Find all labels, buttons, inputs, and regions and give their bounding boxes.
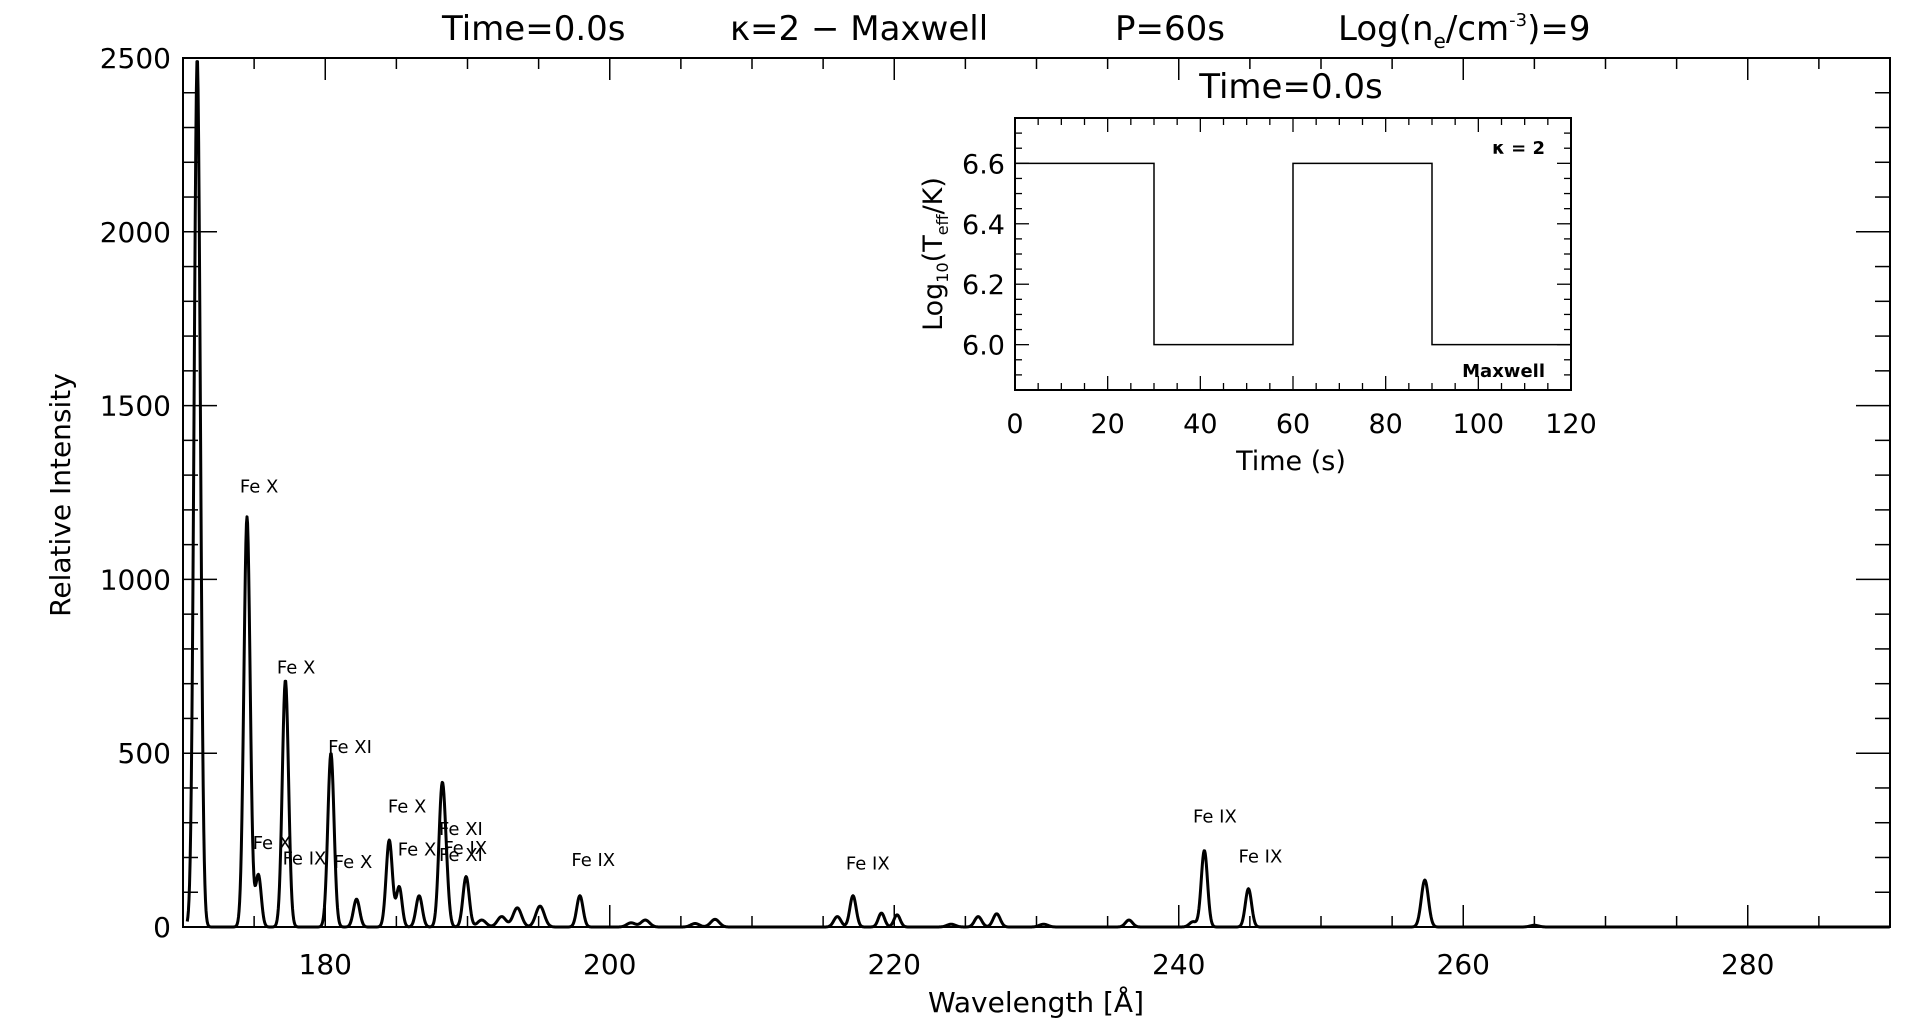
inset-x-tick-label: 60 (1276, 409, 1310, 440)
inset-x-tick-label: 20 (1090, 409, 1124, 440)
line-annotation: Fe XI (439, 819, 483, 840)
inset-plot: Time=0.0s 0 20 40 60 80 100 120 6.0 6.2 6.4 6.6 κ … (918, 67, 1597, 477)
inset-ylabel-sub2: eff (933, 213, 952, 235)
spectrum-line (185, 60, 1891, 929)
density-suffix: )=9 (1527, 9, 1590, 49)
line-annotation: Fe IX (443, 838, 487, 859)
inset-title: Time=0.0s (1198, 67, 1382, 107)
inset-x-axis-title: Time (s) (1235, 446, 1346, 477)
y-tick-label: 2000 (100, 216, 171, 249)
line-annotation: Fe X (277, 657, 316, 678)
header-density-label: Log(ne/cm-3)=9 (1338, 9, 1590, 53)
line-annotation: Fe IX (1193, 807, 1237, 828)
line-annotation: Fe IX (1238, 847, 1282, 868)
inset-ylabel-mid: (T (918, 235, 949, 263)
line-annotation: Fe XI (439, 845, 483, 866)
header-period-label: P=60s (1115, 9, 1225, 49)
x-tick-label: 220 (868, 948, 921, 981)
inset-y-axis-title: Log10(Teff/K) (918, 177, 952, 331)
main-ticks (182, 57, 1891, 928)
density-mid: /cm (1446, 9, 1509, 49)
y-tick-label: 2500 (100, 42, 171, 75)
inset-y-tick-label: 6.4 (962, 210, 1005, 241)
line-annotation: Fe X (334, 852, 373, 873)
inset-ylabel-sub1: 10 (933, 262, 952, 282)
inset-x-tick-label: 40 (1183, 409, 1217, 440)
inset-x-tick-label: 80 (1368, 409, 1402, 440)
line-annotation: Fe X (398, 840, 437, 861)
header-time-label: Time=0.0s (441, 9, 625, 49)
temperature-step-line (1015, 162, 1571, 346)
line-annotation: Fe IX (846, 854, 890, 875)
line-annotation: Fe IX (283, 848, 327, 869)
maxwell-legend-label: Maxwell (1462, 361, 1545, 382)
inset-ylabel-prefix: Log (918, 283, 949, 331)
x-tick-label: 240 (1152, 948, 1205, 981)
line-annotation: Fe X (240, 477, 279, 498)
inset-ylabel-suffix: /K) (918, 177, 949, 214)
x-tick-label: 260 (1437, 948, 1490, 981)
density-sup: -3 (1509, 10, 1527, 31)
x-tick-label: 200 (583, 948, 636, 981)
line-annotation: Fe IX (571, 850, 615, 871)
inset-tick-labels: 0 20 40 60 80 100 120 6.0 6.2 6.4 6.6 (962, 149, 1597, 440)
line-annotation: Fe X (388, 796, 427, 817)
x-axis-title: Wavelength [Å] (928, 985, 1144, 1019)
density-sub: e (1434, 29, 1446, 53)
y-tick-label: 1000 (100, 563, 171, 596)
density-prefix: Log(n (1338, 9, 1434, 49)
y-tick-label: 500 (118, 737, 171, 770)
y-tick-label: 0 (153, 911, 171, 944)
inset-x-tick-label: 120 (1545, 409, 1597, 440)
x-tick-label: 280 (1721, 948, 1774, 981)
inset-y-tick-label: 6.0 (962, 331, 1005, 362)
line-annotation: Fe X (253, 833, 292, 854)
main-plot-frame (182, 57, 1891, 928)
y-axis-title: Relative Intensity (44, 373, 77, 617)
inset-y-tick-label: 6.2 (962, 270, 1005, 301)
inset-x-tick-label: 0 (1006, 409, 1023, 440)
kappa-legend-label: κ = 2 (1492, 138, 1545, 159)
header-kappa-label: κ=2 − Maxwell (730, 9, 988, 49)
x-tick-label: 180 (299, 948, 352, 981)
inset-x-tick-label: 100 (1453, 409, 1505, 440)
line-annotation: Fe XI (328, 737, 372, 758)
y-tick-label: 1500 (100, 390, 171, 423)
inset-y-tick-label: 6.6 (962, 149, 1005, 180)
